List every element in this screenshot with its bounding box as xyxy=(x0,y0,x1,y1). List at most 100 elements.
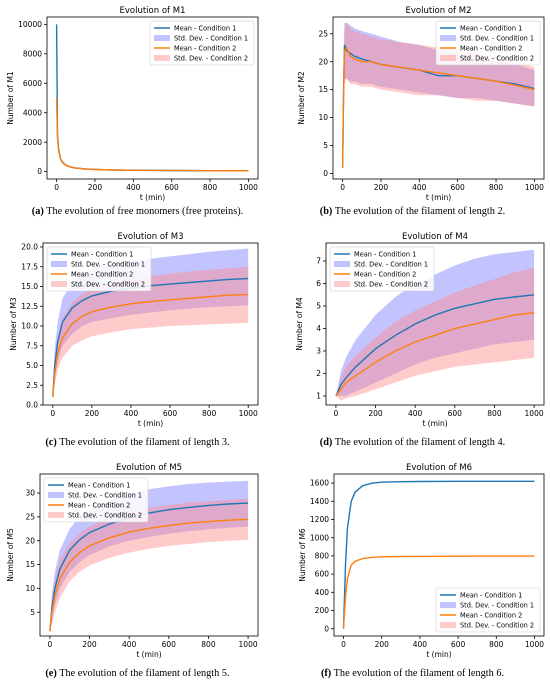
legend-label: Mean - Condition 1 xyxy=(71,251,133,259)
legend-label: Std. Dev. - Condition 1 xyxy=(460,35,534,43)
x-tick-label: 600 xyxy=(163,409,178,418)
x-tick-label: 1000 xyxy=(239,183,258,192)
legend-band-swatch xyxy=(440,622,456,628)
plot-frame xyxy=(333,473,545,637)
legend-label: Std. Dev. - Condition 2 xyxy=(354,281,428,289)
legend: Mean - Condition 1 Std. Dev. - Condition … xyxy=(149,20,255,66)
legend-label: Mean - Condition 2 xyxy=(354,271,416,279)
legend-label: Mean - Condition 2 xyxy=(174,45,236,53)
mean-line xyxy=(335,312,535,397)
legend-band-swatch xyxy=(51,281,67,287)
x-axis-label: t (min) xyxy=(426,193,451,202)
mean-line xyxy=(335,294,535,397)
legend: Mean - Condition 1 Std. Dev. - Condition … xyxy=(435,20,541,66)
legend-box xyxy=(149,20,255,66)
x-tick-label: 800 xyxy=(487,409,502,418)
y-axis-label: Number of M6 xyxy=(298,528,307,582)
y-tick-label: 4 xyxy=(316,324,321,333)
chart-panel-1: 0 200 400 600 800 10000200040006000800010000E… xyxy=(6,6,259,202)
x-tick-label: 600 xyxy=(165,183,180,192)
y-tick-label: 15.0 xyxy=(21,282,38,291)
y-tick-label: 0 xyxy=(324,624,329,633)
x-tick-label: 800 xyxy=(201,640,216,649)
y-tick-label: 7 xyxy=(316,257,321,266)
y-tick-label: 10.0 xyxy=(21,322,38,331)
caption-text: The evolution of the filament of length … xyxy=(334,206,506,217)
caption-tag: (c) xyxy=(45,437,57,448)
mean-line xyxy=(55,97,249,172)
legend-label: Std. Dev. - Condition 1 xyxy=(68,492,142,500)
y-tick-label: 8000 xyxy=(23,49,42,58)
legend-band-swatch xyxy=(154,35,170,41)
chart-panel-6: 0 200 400 600 800 1000 0 200 400 600 800 1000 1200 14… xyxy=(298,463,545,659)
x-tick-label: 400 xyxy=(413,640,428,649)
y-tick-label: 20 xyxy=(318,57,328,66)
x-tick-label: 600 xyxy=(451,183,466,192)
plot-frame xyxy=(325,242,545,406)
chart-panel-4: 0 200 400 600 800 1000 1 2 3 4 5 6 7 Evolution of M4 t… xyxy=(295,232,545,428)
legend-label: Mean - Condition 2 xyxy=(71,271,133,279)
x-axis-label: t (min) xyxy=(136,650,161,659)
y-tick-label: 25 xyxy=(25,512,35,521)
x-axis-label: t (min) xyxy=(140,193,165,202)
legend-band-swatch xyxy=(440,35,456,41)
caption-a: (a) The evolution of free monomers (free… xyxy=(0,206,275,217)
y-tick-label: 30 xyxy=(25,489,35,498)
x-tick-label: 600 xyxy=(451,640,466,649)
caption-tag: (a) xyxy=(31,206,44,217)
y-tick-label: 20.0 xyxy=(21,243,38,252)
legend-label: Std. Dev. - Condition 2 xyxy=(71,281,145,289)
y-tick-label: 25 xyxy=(318,29,328,38)
y-tick-label: 10000 xyxy=(18,20,42,29)
caption-text: The evolution of the filament of length … xyxy=(333,668,505,679)
legend-box xyxy=(435,587,541,633)
y-tick-label: 15 xyxy=(318,85,328,94)
x-tick-label: 1000 xyxy=(525,640,544,649)
chart-title: Evolution of M5 xyxy=(116,463,182,473)
caption-text: The evolution of the filament of length … xyxy=(59,437,230,448)
y-axis-label: Number of M1 xyxy=(6,71,15,125)
legend-label: Mean - Condition 1 xyxy=(460,25,522,33)
x-tick-label: 0 xyxy=(48,640,53,649)
y-tick-label: 4000 xyxy=(23,108,42,117)
caption-text: The evolution of free monomers (free pro… xyxy=(46,206,244,217)
legend-label: Std. Dev. - Condition 1 xyxy=(174,35,248,43)
y-tick-label: 12.5 xyxy=(21,302,38,311)
legend-label: Std. Dev. - Condition 2 xyxy=(460,622,534,630)
caption-tag: (f) xyxy=(320,668,332,679)
chart-title: Evolution of M4 xyxy=(402,232,468,242)
caption-tag: (e) xyxy=(45,668,57,679)
y-axis-label: Number of M4 xyxy=(295,297,304,351)
y-tick-label: 5 xyxy=(316,302,321,311)
plot-frame xyxy=(46,16,259,180)
x-tick-label: 800 xyxy=(202,409,217,418)
y-tick-label: 20 xyxy=(25,536,35,545)
chart-title: Evolution of M3 xyxy=(118,232,184,242)
caption-e: (e) The evolution of the filament of len… xyxy=(0,668,275,679)
x-tick-label: 600 xyxy=(448,409,463,418)
y-tick-label: 5 xyxy=(30,608,35,617)
legend: Mean - Condition 1 Std. Dev. - Condition … xyxy=(329,246,435,292)
legend-label: Std. Dev. - Condition 1 xyxy=(354,261,428,269)
legend-label: Std. Dev. - Condition 1 xyxy=(71,261,145,269)
x-tick-label: 200 xyxy=(85,409,100,418)
y-tick-label: 10 xyxy=(25,584,35,593)
chart-title: Evolution of M1 xyxy=(120,6,186,16)
legend-box xyxy=(46,246,152,292)
y-axis-label: Number of M5 xyxy=(6,528,15,582)
legend-box xyxy=(329,246,435,292)
y-tick-label: 10 xyxy=(318,113,328,122)
legend-band-swatch xyxy=(51,261,67,267)
legend-band-swatch xyxy=(440,602,456,608)
mean-line xyxy=(342,555,535,629)
std-band xyxy=(52,266,249,398)
chart-panel-5: 0 200 400 600 800 1000 5 10 15 20 25 30 Evolution of… xyxy=(6,463,259,659)
y-tick-label: 0 xyxy=(37,167,42,176)
legend-label: Std. Dev. - Condition 1 xyxy=(460,602,534,610)
x-tick-label: 400 xyxy=(408,409,423,418)
x-tick-label: 0 xyxy=(334,409,339,418)
mean-line xyxy=(49,502,249,632)
legend-label: Mean - Condition 1 xyxy=(460,592,522,600)
caption-text: The evolution of the filament of length … xyxy=(59,668,230,679)
caption-d: (d) The evolution of the filament of len… xyxy=(275,437,550,448)
